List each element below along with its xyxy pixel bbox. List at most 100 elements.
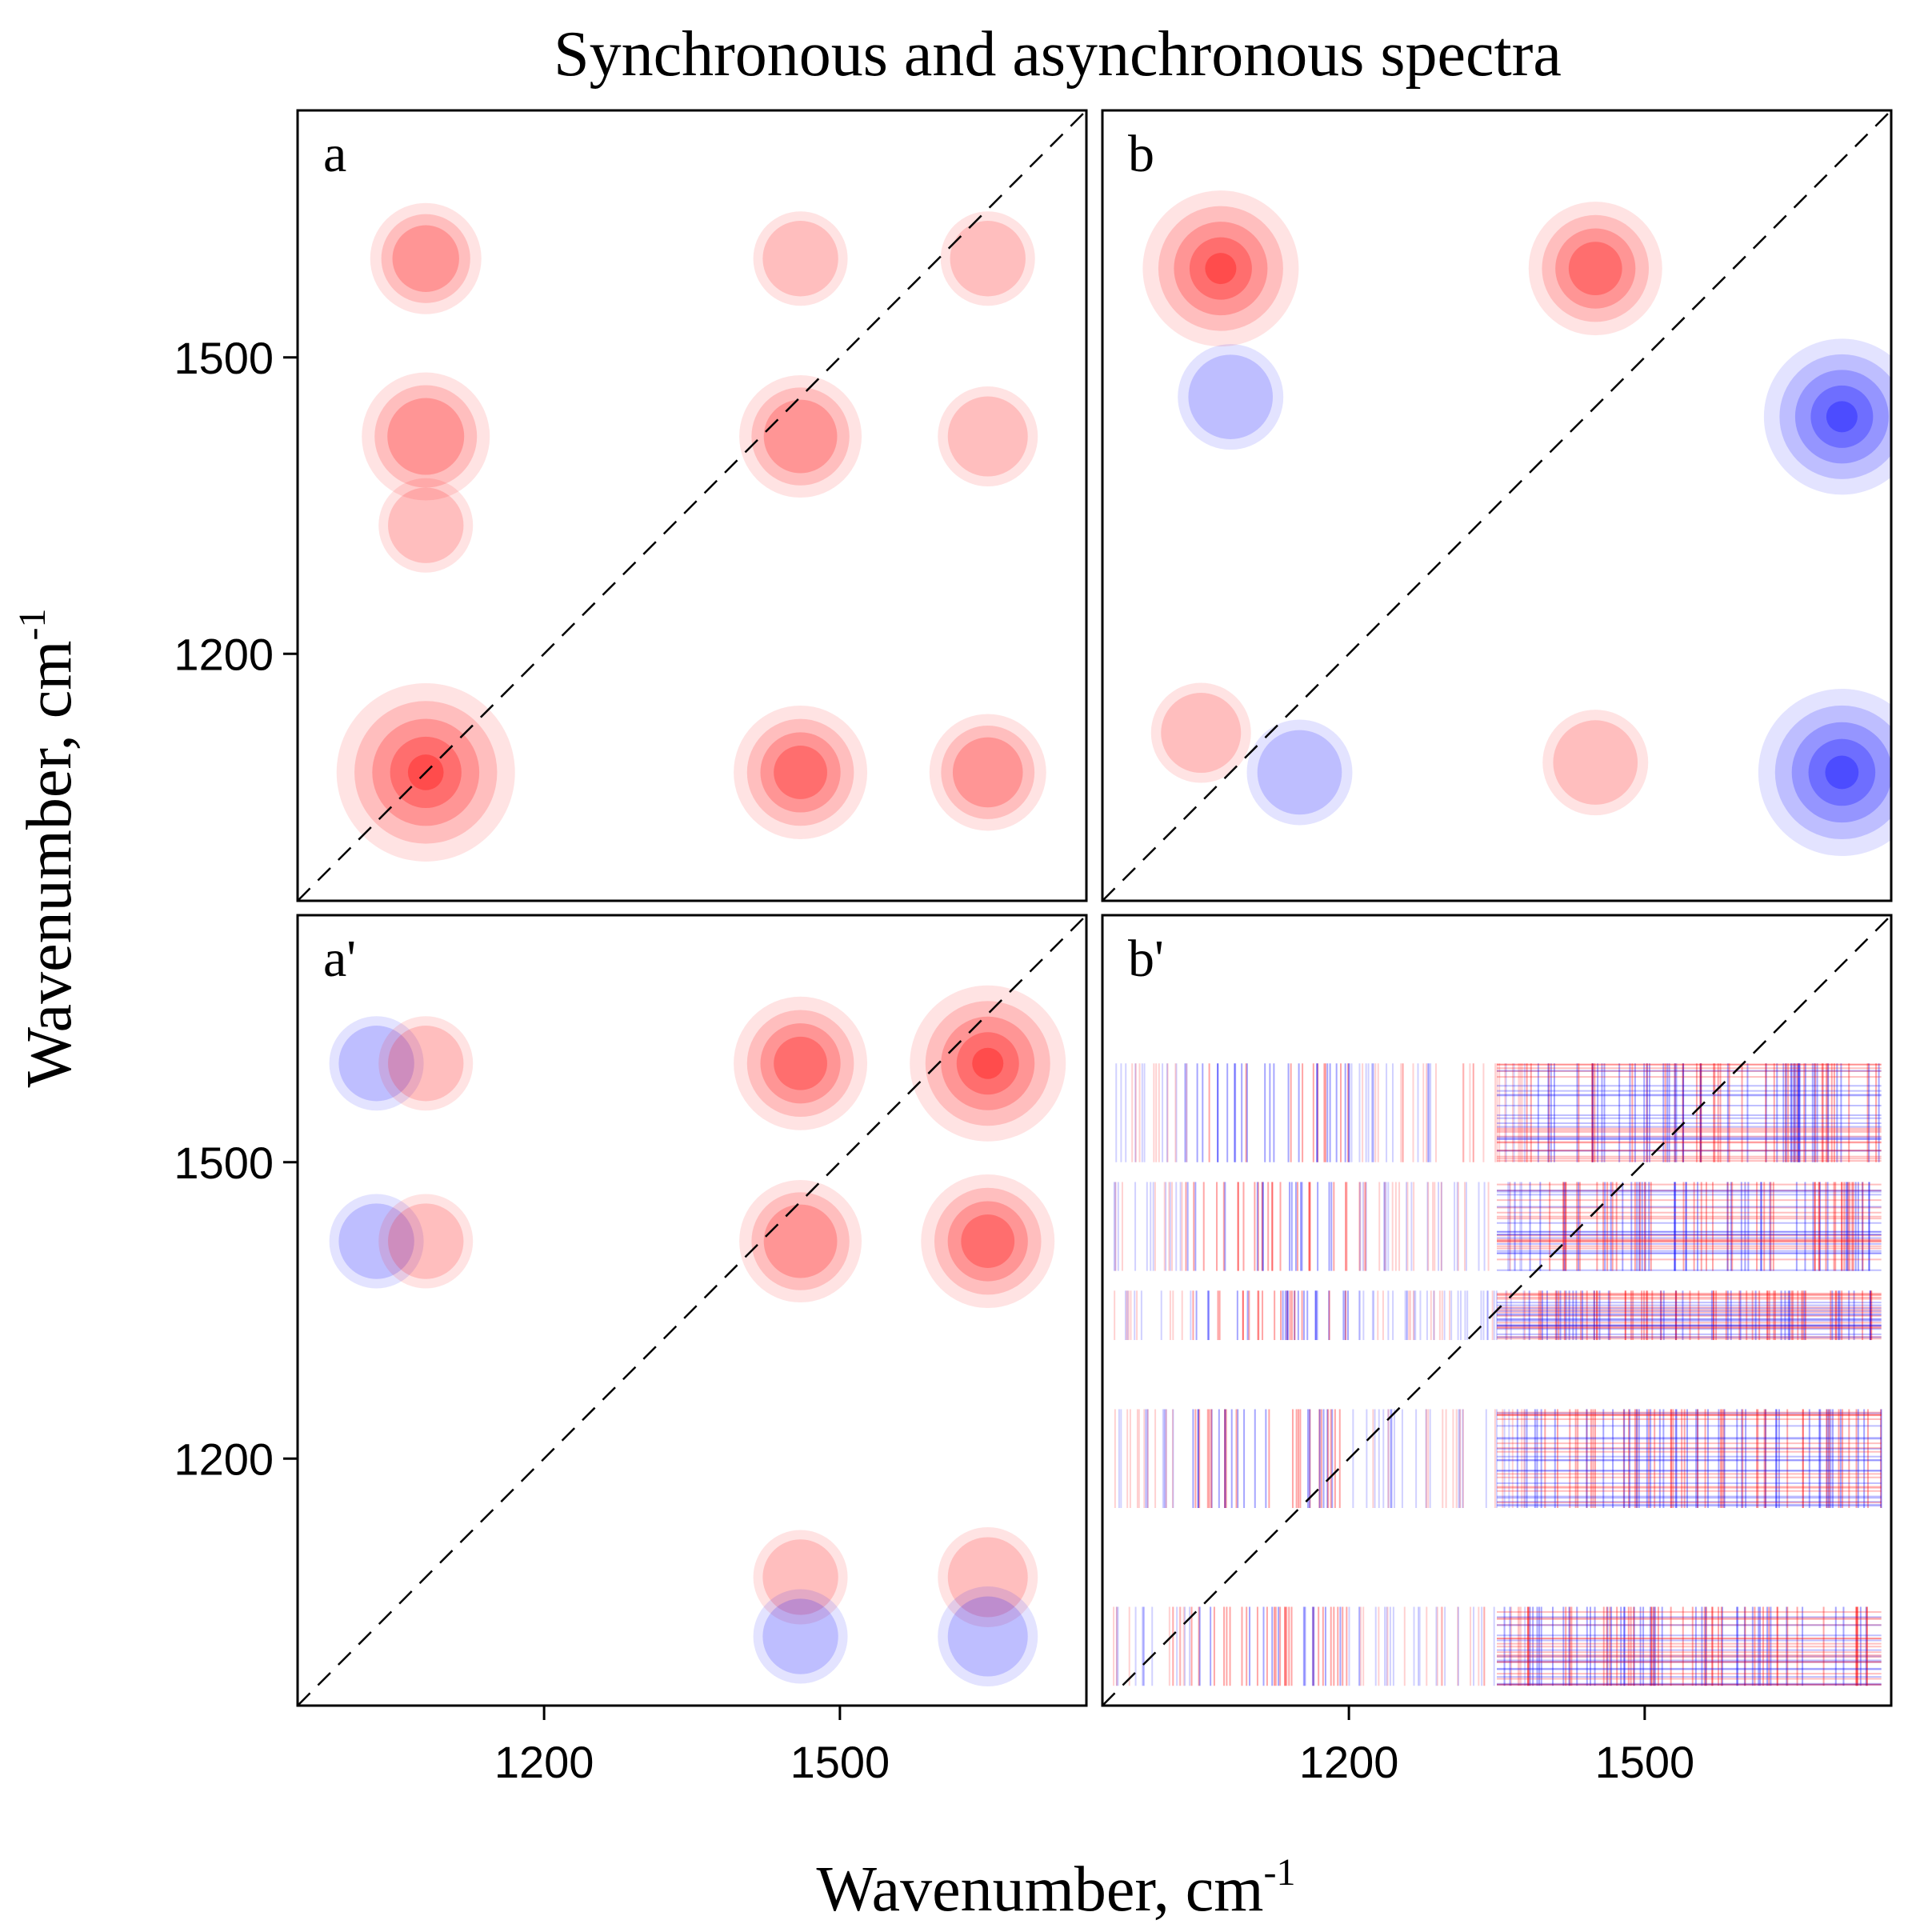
contour-level [746, 718, 854, 826]
contour-peak [739, 375, 862, 498]
y-tick-label: 1200 [174, 1434, 274, 1484]
contour-level [746, 1010, 854, 1118]
contour-level [370, 202, 482, 314]
contour-level [378, 478, 474, 573]
contour-peak [1528, 202, 1662, 336]
contour-level [1826, 401, 1858, 433]
contour-level [1794, 370, 1889, 464]
contour-level [760, 1023, 841, 1104]
diagonal-line [1102, 915, 1891, 1706]
contour-level [1774, 705, 1891, 840]
contour-level [763, 1204, 838, 1278]
contour-peak [329, 1194, 424, 1289]
contour-peak [734, 996, 868, 1130]
contour-level [956, 1032, 1019, 1095]
x-axis-title-text: Wavenumber, cm [816, 1854, 1263, 1925]
contour-level [921, 1174, 1055, 1309]
contour-level [753, 211, 848, 306]
x-tick-label: 1500 [790, 1737, 890, 1787]
contour-peak [940, 211, 1035, 306]
contour-level [947, 396, 1028, 477]
contour-level [961, 1214, 1015, 1268]
contour-level [1810, 385, 1874, 448]
y-tick-label: 1500 [174, 333, 274, 383]
y-tick-label: 1200 [174, 629, 274, 679]
panel-a2: a' [296, 914, 1088, 1707]
contour-peak [753, 1530, 848, 1625]
panel-a2-plot-area [298, 915, 1086, 1706]
contour-peak [938, 1586, 1038, 1687]
y-axis-title-sup: -1 [11, 608, 54, 640]
contour-level [1528, 202, 1662, 336]
panel-label: b [1128, 125, 1154, 183]
contour-level [378, 1194, 474, 1289]
panel-b: b [1101, 109, 1893, 902]
contour-level [388, 1026, 464, 1102]
contour-peak [739, 1180, 862, 1303]
contour-level [734, 996, 868, 1130]
panel-label: b' [1128, 930, 1164, 988]
contour-peak [921, 1174, 1055, 1309]
contour-level [940, 211, 1035, 306]
contour-peak [1763, 338, 1891, 495]
contour-level [1825, 755, 1859, 790]
contour-peak [378, 478, 474, 573]
contour-level [762, 1598, 838, 1674]
contour-level [387, 398, 465, 475]
contour-peak [1246, 719, 1353, 826]
contour-level [392, 225, 459, 292]
contour-level [338, 1203, 414, 1279]
contour-level [362, 372, 490, 501]
contour-level [753, 1530, 848, 1625]
contour-level [929, 714, 1046, 831]
contour-level [938, 1586, 1038, 1687]
contour-level [1189, 237, 1252, 300]
diagonal-line [298, 110, 1086, 901]
contour-level [739, 1180, 862, 1303]
contour-level [972, 1047, 1004, 1079]
x-axis-title: Wavenumber, cm-1 [816, 1851, 1295, 1925]
contour-level [1205, 253, 1237, 285]
y-tick-label: 1500 [174, 1138, 274, 1188]
contour-peak [1758, 688, 1891, 856]
panel-a2-frame [296, 914, 1088, 1707]
contour-peak [910, 985, 1066, 1142]
contour-level [1174, 222, 1268, 316]
contour-level [329, 1016, 424, 1111]
contour-level [1791, 722, 1891, 823]
diagonal-line [298, 915, 1086, 1706]
contour-peak [938, 386, 1038, 487]
contour-peak [938, 1526, 1038, 1627]
contour-level [1158, 206, 1283, 331]
contour-level [925, 1001, 1050, 1126]
contour-peak [370, 202, 482, 314]
contour-level [739, 375, 862, 498]
contour-peak [753, 1589, 848, 1684]
contour-level [1763, 338, 1891, 495]
contour-level [952, 737, 1023, 808]
contour-level [1555, 228, 1636, 309]
panel-label: a' [323, 930, 356, 988]
x-tick-label: 1500 [1595, 1737, 1695, 1787]
contour-peak [1142, 190, 1299, 347]
contour-level [1188, 354, 1274, 439]
contour-level [950, 221, 1026, 297]
contour-level [753, 1589, 848, 1684]
contour-level [1568, 242, 1622, 295]
panels-layer: a b a' b' [296, 109, 1893, 1707]
contour-level [751, 387, 850, 486]
contour-level [329, 1194, 424, 1289]
y-axis-title: Wavenumber, cm-1 [11, 608, 85, 1087]
contour-peak [378, 1016, 474, 1111]
contour-level [762, 1539, 838, 1615]
contour-level [1178, 344, 1284, 450]
contour-peak [378, 1194, 474, 1289]
contour-level [1779, 354, 1891, 479]
contour-level [762, 221, 838, 297]
contour-level [934, 1187, 1042, 1295]
y-axis-title-text: Wavenumber, cm [14, 640, 85, 1087]
contour-level [734, 705, 868, 839]
contour-peak [929, 714, 1046, 831]
contour-level [947, 1201, 1028, 1282]
